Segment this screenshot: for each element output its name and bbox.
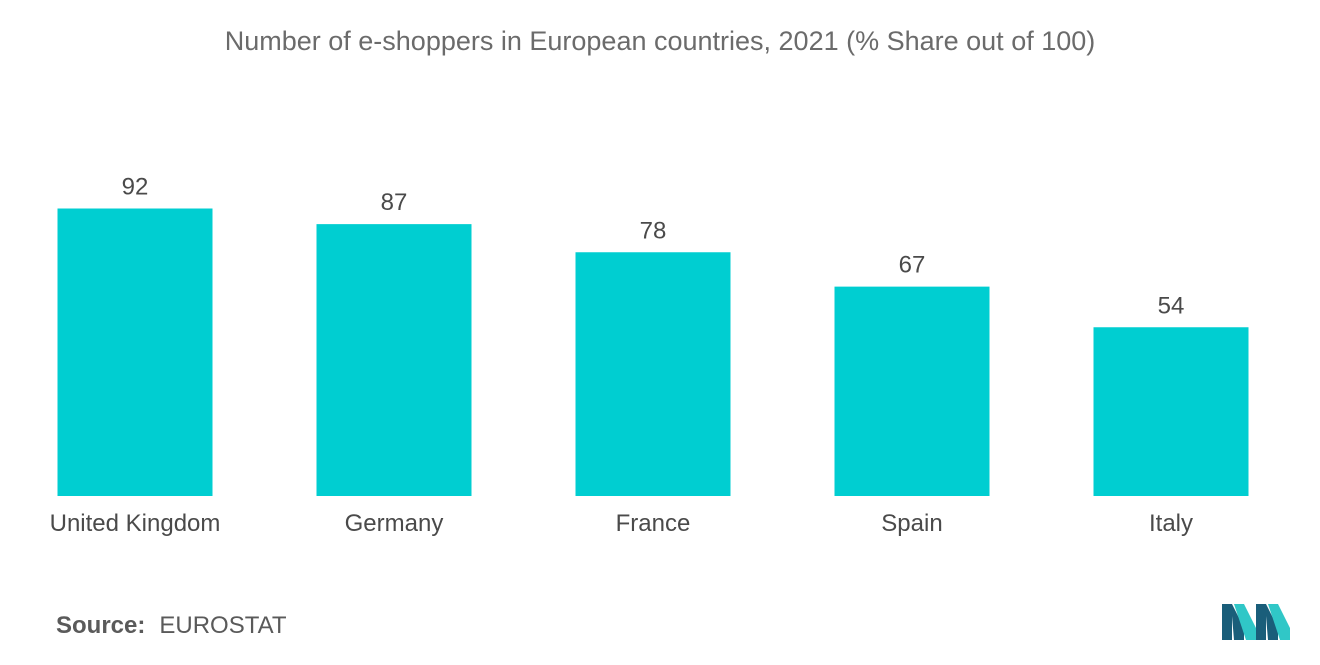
category-label: France — [616, 510, 691, 537]
bar-italy — [1093, 327, 1249, 496]
source-value: EUROSTAT — [159, 612, 287, 639]
category-label: Germany — [345, 510, 444, 537]
bar-germany — [316, 224, 472, 496]
brand-logo — [1222, 604, 1290, 640]
logo-shape-2 — [1234, 604, 1256, 640]
logo-shape-1 — [1222, 604, 1244, 640]
value-label: 87 — [381, 189, 408, 216]
value-label: 78 — [640, 217, 667, 244]
value-label: 54 — [1158, 292, 1185, 319]
bar-spain — [834, 286, 990, 496]
source-note: Source: EUROSTAT — [56, 612, 286, 640]
bar-united-kingdom — [57, 208, 213, 496]
chart-title: Number of e-shoppers in European countri… — [224, 26, 1096, 56]
source-label: Source: — [56, 612, 146, 639]
category-label: Italy — [1149, 510, 1193, 537]
logo-shape-4 — [1268, 604, 1290, 640]
logo-shape-3 — [1256, 604, 1278, 640]
value-label: 67 — [899, 252, 926, 279]
category-label: Spain — [881, 510, 942, 537]
value-label: 92 — [122, 174, 149, 201]
bar-france — [575, 252, 731, 496]
category-label: United Kingdom — [50, 510, 221, 537]
